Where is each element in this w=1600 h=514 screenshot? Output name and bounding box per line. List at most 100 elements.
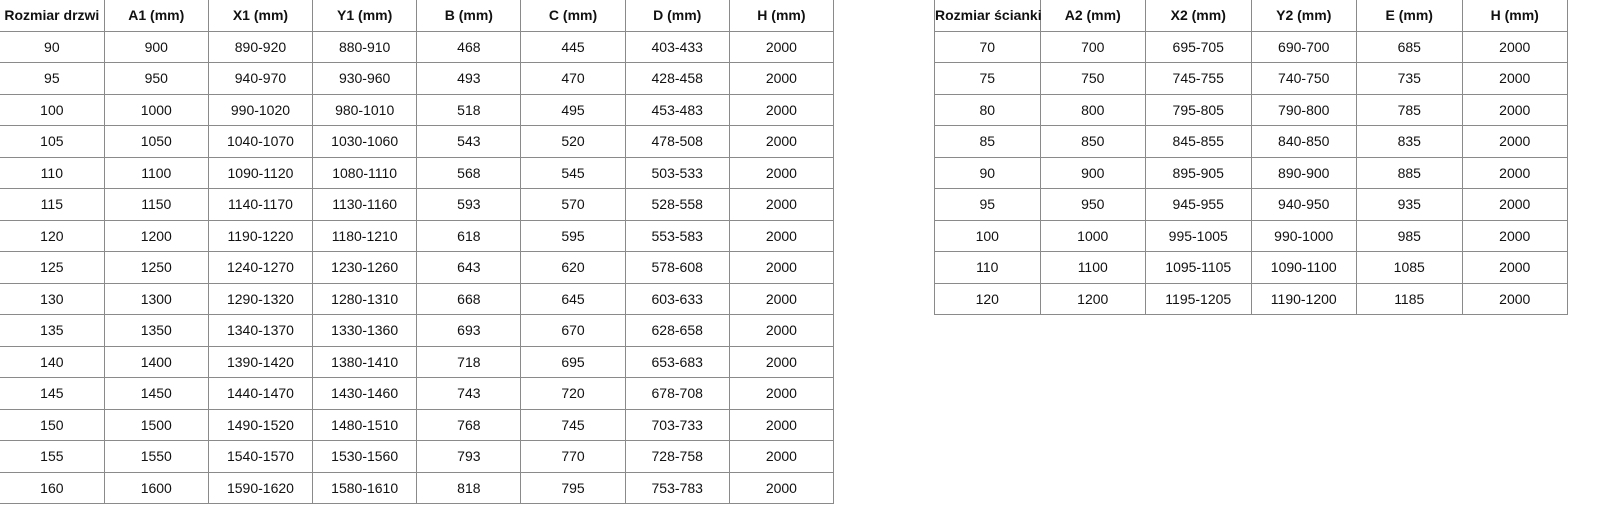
table-cell: 553-583 [624,219,730,252]
table-cell: 503-533 [624,156,730,189]
header-row: Rozmiar ścianki A2 (mm) X2 (mm) Y2 (mm) E (m… [934,0,1568,32]
table-cell: 2000 [728,30,835,63]
table-cell: 885 [1356,156,1463,189]
table-cell: 880-910 [312,30,418,63]
table-cell: 70 [934,30,1041,63]
table-cell: 620 [520,251,626,284]
table-cell: 1590-1620 [207,471,314,504]
table-cell: 643 [416,251,522,284]
table-cell: 2000 [1461,188,1568,221]
table-cell: 1290-1320 [207,282,314,315]
table-cell: 1195-1205 [1145,282,1252,315]
table-cell: 2000 [728,93,835,126]
table-cell: 1080-1110 [312,156,418,189]
column-header: Rozmiar drzwi [0,0,105,32]
table-cell: 695 [520,345,626,378]
table-cell: 1550 [103,440,209,473]
table-cell: 95 [0,62,105,95]
table-cell: 768 [416,408,522,441]
table-cell: 468 [416,30,522,63]
column-header: C (mm) [520,0,626,32]
table-cell: 678-708 [624,377,730,410]
table-cell: 115 [0,188,105,221]
table-cell: 155 [0,440,105,473]
table-cell: 950 [103,62,209,95]
table-cell: 693 [416,314,522,347]
table-cell: 2000 [1461,62,1568,95]
table-cell: 493 [416,62,522,95]
table-cell: 745 [520,408,626,441]
table-cell: 895-905 [1145,156,1252,189]
table-cell: 100 [0,93,105,126]
table-row: 110 1100 1090-1120 1080-1110 568 545 503-533 20… [0,156,835,189]
table-cell: 518 [416,93,522,126]
table-cell: 695-705 [1145,30,1252,63]
column-header: X2 (mm) [1145,0,1252,32]
table-row: 160 1600 1590-1620 1580-1610 818 795 753-783 20… [0,471,835,504]
table-cell: 1400 [103,345,209,378]
table-cell: 743 [416,377,522,410]
header-row: Rozmiar drzwi A1 (mm) X1 (mm) Y1 (mm) B (mm)… [0,0,835,32]
table-cell: 740-750 [1250,62,1357,95]
table-cell: 470 [520,62,626,95]
table-cell: 745-755 [1145,62,1252,95]
table-cell: 105 [0,125,105,158]
table-cell: 75 [934,62,1041,95]
table-cell: 1000 [1039,219,1146,252]
table-cell: 790-800 [1250,93,1357,126]
table-row: 75 750 745-755 740-750 735 2000 [934,62,1568,95]
table-row: 95 950 940-970 930-960 493 470 428-458 2000 [0,62,835,95]
table-row: 110 1100 1095-1105 1090-1100 1085 2000 [934,251,1568,284]
table-cell: 1230-1260 [312,251,418,284]
column-header: X1 (mm) [207,0,314,32]
table-cell: 2000 [728,219,835,252]
table-row: 115 1150 1140-1170 1130-1160 593 570 528-558 20… [0,188,835,221]
table-cell: 1340-1370 [207,314,314,347]
column-header: A2 (mm) [1039,0,1146,32]
table-row: 105 1050 1040-1070 1030-1060 543 520 478-508 20… [0,125,835,158]
table-row: 130 1300 1290-1320 1280-1310 668 645 603-633 20… [0,282,835,315]
table-cell: 835 [1356,125,1463,158]
table-cell: 1040-1070 [207,125,314,158]
table-row: 155 1550 1540-1570 1530-1560 793 770 728-758 20… [0,440,835,473]
table-cell: 1330-1360 [312,314,418,347]
table-row: 100 1000 990-1020 980-1010 518 495 453-483 2000 [0,93,835,126]
table-cell: 945-955 [1145,188,1252,221]
table-cell: 2000 [1461,93,1568,126]
table-cell: 890-900 [1250,156,1357,189]
table-cell: 1440-1470 [207,377,314,410]
table-cell: 140 [0,345,105,378]
table-row: 95 950 945-955 940-950 935 2000 [934,188,1568,221]
table-row: 90 900 890-920 880-910 468 445 403-433 2000 [0,30,835,63]
table-cell: 990-1020 [207,93,314,126]
table-row: 120 1200 1195-1205 1190-1200 1185 2000 [934,282,1568,315]
table-cell: 495 [520,93,626,126]
table-cell: 770 [520,440,626,473]
table-row: 120 1200 1190-1220 1180-1210 618 595 553-583 20… [0,219,835,252]
table-cell: 670 [520,314,626,347]
table-cell: 890-920 [207,30,314,63]
table-cell: 1430-1460 [312,377,418,410]
table-cell: 1185 [1356,282,1463,315]
table-cell: 428-458 [624,62,730,95]
table-cell: 110 [0,156,105,189]
table-cell: 1180-1210 [312,219,418,252]
table-cell: 2000 [1461,125,1568,158]
table-cell: 930-960 [312,62,418,95]
table-cell: 845-855 [1145,125,1252,158]
table-cell: 990-1000 [1250,219,1357,252]
table-row: 85 850 845-855 840-850 835 2000 [934,125,1568,158]
table-cell: 1085 [1356,251,1463,284]
table-cell: 160 [0,471,105,504]
column-header: Y1 (mm) [312,0,418,32]
table-cell: 125 [0,251,105,284]
table-cell: 1450 [103,377,209,410]
table-cell: 478-508 [624,125,730,158]
table-cell: 940-970 [207,62,314,95]
table-cell: 1540-1570 [207,440,314,473]
table-cell: 1140-1170 [207,188,314,221]
table-cell: 2000 [1461,156,1568,189]
table-cell: 145 [0,377,105,410]
table-cell: 85 [934,125,1041,158]
table-cell: 795-805 [1145,93,1252,126]
